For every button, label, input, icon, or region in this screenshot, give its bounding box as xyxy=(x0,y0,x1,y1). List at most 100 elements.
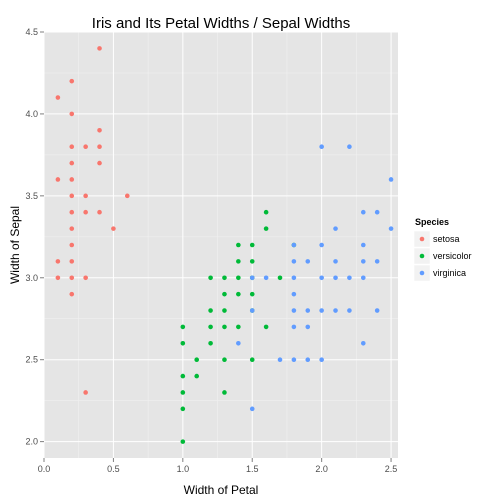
legend: Species setosa versicolor virginica xyxy=(413,217,472,282)
data-point-versicolor xyxy=(263,209,269,215)
data-point-setosa xyxy=(69,177,75,182)
data-point-setosa xyxy=(69,291,75,297)
data-point-setosa xyxy=(55,95,61,100)
data-point-setosa xyxy=(69,259,75,264)
data-point-versicolor xyxy=(180,390,186,395)
data-point-setosa xyxy=(83,209,88,215)
legend-label-virginica: virginica xyxy=(433,268,466,278)
data-point-virginica xyxy=(333,259,338,264)
data-point-setosa xyxy=(83,144,88,149)
data-point-versicolor xyxy=(236,275,241,281)
data-point-virginica xyxy=(305,259,311,264)
data-point-virginica xyxy=(291,259,297,264)
data-point-versicolor xyxy=(277,275,283,281)
data-point-virginica xyxy=(277,357,283,362)
data-point-setosa xyxy=(69,144,75,149)
data-point-setosa xyxy=(83,390,88,395)
data-point-virginica xyxy=(347,308,352,313)
data-points xyxy=(55,46,394,444)
data-point-versicolor xyxy=(194,357,200,362)
data-point-virginica xyxy=(388,177,394,182)
plot-panel xyxy=(44,32,398,458)
legend-marker-virginica xyxy=(419,270,425,276)
data-point-versicolor xyxy=(180,341,186,346)
data-point-versicolor xyxy=(222,357,227,362)
data-point-setosa xyxy=(83,193,88,199)
data-point-versicolor xyxy=(222,324,227,330)
data-point-versicolor xyxy=(263,324,269,330)
data-point-versicolor xyxy=(236,242,241,248)
data-point-virginica xyxy=(291,308,297,313)
data-point-setosa xyxy=(55,259,61,264)
data-point-versicolor xyxy=(236,291,241,297)
data-point-setosa xyxy=(69,226,75,231)
data-point-virginica xyxy=(291,291,297,297)
data-point-virginica xyxy=(249,406,255,412)
data-point-setosa xyxy=(69,160,75,166)
y-tick-label: 2.0 xyxy=(25,437,38,447)
data-point-virginica xyxy=(305,324,311,330)
y-tick-label: 4.5 xyxy=(25,27,38,37)
data-point-virginica xyxy=(333,275,338,281)
x-tick-label: 2.5 xyxy=(385,464,398,474)
chart-title: Iris and Its Petal Widths / Sepal Widths xyxy=(92,15,350,32)
data-point-setosa xyxy=(69,111,75,117)
data-point-versicolor xyxy=(249,357,255,362)
x-axis-title: Width of Petal xyxy=(184,483,259,497)
data-point-virginica xyxy=(319,144,324,149)
data-point-setosa xyxy=(111,226,116,231)
data-point-versicolor xyxy=(263,226,269,231)
data-point-virginica xyxy=(388,226,394,231)
x-tick-label: 1.5 xyxy=(246,464,259,474)
data-point-setosa xyxy=(97,144,102,149)
data-point-versicolor xyxy=(236,324,241,330)
legend-marker-setosa xyxy=(419,236,425,242)
data-point-virginica xyxy=(249,275,255,281)
data-point-setosa xyxy=(69,242,75,248)
data-point-virginica xyxy=(291,324,297,330)
data-point-virginica xyxy=(360,242,366,248)
legend-label-setosa: setosa xyxy=(433,234,460,244)
data-point-versicolor xyxy=(249,259,255,264)
data-point-virginica xyxy=(305,308,311,313)
data-point-setosa xyxy=(83,275,88,281)
data-point-virginica xyxy=(249,308,255,313)
data-point-virginica xyxy=(374,259,380,264)
data-point-setosa xyxy=(69,275,75,281)
data-point-virginica xyxy=(319,357,324,362)
x-tick-label: 0.0 xyxy=(38,464,51,474)
x-tick-label: 1.0 xyxy=(177,464,190,474)
data-point-virginica xyxy=(374,308,380,313)
data-point-versicolor xyxy=(222,291,227,297)
data-point-setosa xyxy=(97,46,102,51)
data-point-setosa xyxy=(55,177,61,182)
data-point-versicolor xyxy=(194,373,200,379)
data-point-virginica xyxy=(263,275,269,281)
data-point-virginica xyxy=(360,259,366,264)
data-point-virginica xyxy=(374,209,380,215)
data-point-setosa xyxy=(124,193,130,199)
data-point-virginica xyxy=(319,242,324,248)
data-point-virginica xyxy=(291,357,297,362)
data-point-setosa xyxy=(69,209,75,215)
data-point-setosa xyxy=(97,209,102,215)
minor-gridlines xyxy=(44,32,398,458)
data-point-versicolor xyxy=(180,406,186,412)
data-point-versicolor xyxy=(180,373,186,379)
data-point-virginica xyxy=(360,209,366,215)
data-point-versicolor xyxy=(222,390,227,395)
y-tick-label: 3.5 xyxy=(25,191,38,201)
data-point-virginica xyxy=(333,308,338,313)
data-point-virginica xyxy=(347,144,352,149)
data-point-versicolor xyxy=(249,291,255,297)
data-point-virginica xyxy=(305,357,311,362)
data-point-versicolor xyxy=(180,324,186,330)
data-point-versicolor xyxy=(208,275,213,281)
legend-marker-versicolor xyxy=(419,253,425,259)
y-tick-label: 2.5 xyxy=(25,355,38,365)
data-point-virginica xyxy=(347,275,352,281)
data-point-virginica xyxy=(291,275,297,281)
y-tick-label: 3.0 xyxy=(25,273,38,283)
data-point-virginica xyxy=(360,341,366,346)
